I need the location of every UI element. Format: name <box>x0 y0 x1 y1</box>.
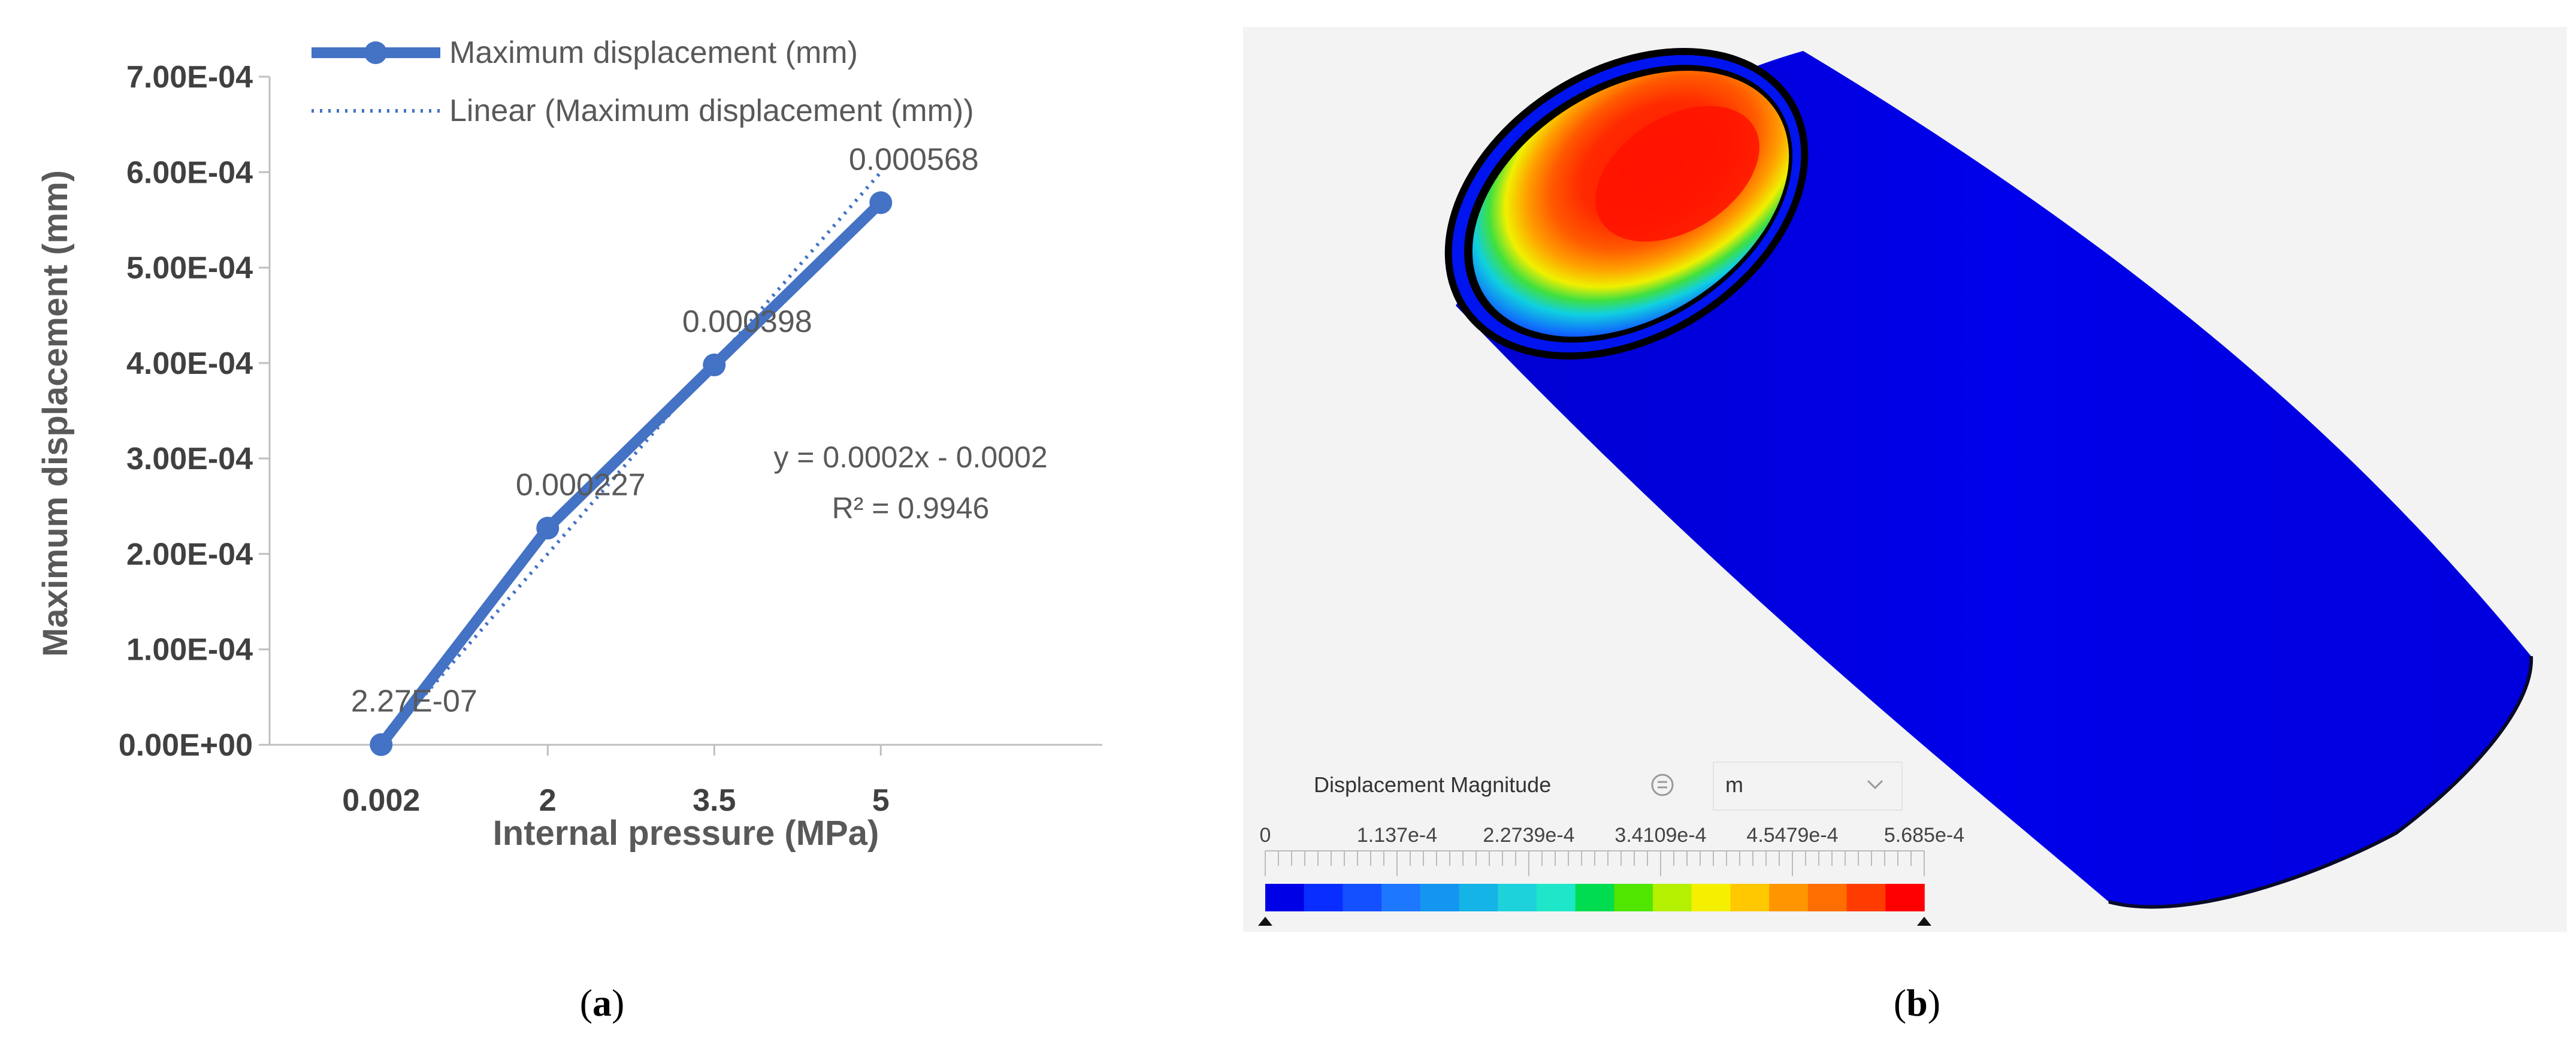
data-label: 0.000227 <box>516 467 646 502</box>
chevron-down-icon <box>1867 780 1883 790</box>
legend-series-marker <box>364 41 387 64</box>
y-tick-label: 5.00E-04 <box>126 251 253 286</box>
y-tick-label: 7.00E-04 <box>126 60 253 95</box>
colorbar-segment <box>1807 884 1848 911</box>
colorbar-segment <box>1769 884 1809 911</box>
caption-b: (b) <box>1894 981 1940 1024</box>
colorbar-segment <box>1265 884 1305 911</box>
colorbar-tick-label: 5.685e-4 <box>1884 824 1964 847</box>
y-axis-ticks: 0.00E+00 1.00E-04 2.00E-04 3.00E-04 4.00E-04… <box>119 60 270 763</box>
colorbar-tick-label: 3.4109e-4 <box>1614 824 1706 847</box>
y-tick-label: 0.00E+00 <box>119 728 253 763</box>
colorbar-segment <box>1885 884 1925 911</box>
pipe-end-rim <box>2108 656 2533 909</box>
y-tick-label: 2.00E-04 <box>126 537 253 572</box>
caption-a-letter: a <box>592 981 612 1024</box>
data-point <box>370 733 393 756</box>
colorbar-segment <box>1381 884 1421 911</box>
caption-a-close: ) <box>612 981 624 1024</box>
colorbar-minor-ticks <box>1265 851 1925 876</box>
displacement-series-line <box>377 198 885 748</box>
data-point <box>536 517 560 540</box>
trend-r-squared: R² = 0.9946 <box>832 491 990 525</box>
colorbar-segment <box>1536 884 1576 911</box>
y-tick-label: 1.00E-04 <box>126 633 253 668</box>
caption-b-open: ( <box>1894 981 1906 1024</box>
colorbar-tick-label: 0 <box>1260 824 1271 847</box>
caption-a-open: ( <box>580 981 592 1024</box>
data-labels: 2.27E-07 0.000227 0.000398 0.000568 <box>351 142 979 718</box>
displacement-points <box>370 191 893 756</box>
colorbar-segment <box>1614 884 1653 911</box>
data-label: 2.27E-07 <box>351 684 477 719</box>
caption-b-letter: b <box>1906 981 1928 1024</box>
colorbar-tick-labels: 0 1.137e-4 2.2739e-4 3.4109e-4 4.5479e-4 5.68… <box>1260 824 1965 847</box>
panel-a-chart: 0.00E+00 1.00E-04 2.00E-04 3.00E-04 4.00E-04… <box>36 35 1102 853</box>
x-tick-label: 5 <box>872 783 890 818</box>
colorbar-segment <box>1575 884 1615 911</box>
x-axis-label: Internal pressure (MPa) <box>493 814 879 853</box>
colorbar-segment <box>1691 884 1731 911</box>
data-point <box>703 354 726 377</box>
colorbar-tick-label: 2.2739e-4 <box>1483 824 1574 847</box>
unit-select-value: m <box>1725 772 1743 797</box>
colorbar-max-handle[interactable] <box>1917 917 1931 926</box>
legend-info-icon[interactable] <box>1651 774 1674 796</box>
colorbar-tick-label: 4.5479e-4 <box>1746 824 1838 847</box>
x-tick-label: 2 <box>539 783 557 818</box>
y-axis-label: Maximum displacement (mm) <box>36 170 75 657</box>
data-point <box>869 191 893 215</box>
colorbar-segment <box>1343 884 1382 911</box>
x-tick-label: 0.002 <box>342 783 420 818</box>
data-label: 0.000398 <box>682 304 812 339</box>
panel-b-simulation: Displacement Magnitude m 0 1.137e-4 2.2739… <box>1243 27 2567 932</box>
y-tick-label: 6.00E-04 <box>126 155 253 190</box>
unit-select[interactable]: m <box>1713 762 1903 811</box>
colorbar-segment <box>1498 884 1537 911</box>
legend-trend-label: Linear (Maximum displacement (mm)) <box>449 93 974 128</box>
trend-equation: y = 0.0002x - 0.0002 <box>773 440 1047 474</box>
x-tick-label: 3.5 <box>693 783 736 818</box>
x-axis-ticks: 0.002 2 3.5 5 <box>342 745 890 818</box>
colorbar-segment <box>1420 884 1460 911</box>
colorbar-segment <box>1730 884 1770 911</box>
pipe-inner-hotspot <box>1595 105 1759 242</box>
legend-title: Displacement Magnitude <box>1314 772 1551 797</box>
legend-series-label: Maximum displacement (mm) <box>449 35 858 70</box>
colorbar-min-handle[interactable] <box>1258 917 1272 926</box>
trendline-series <box>379 171 882 746</box>
result-legend: Displacement Magnitude m 0 1.137e-4 2.2739… <box>1258 762 1964 926</box>
colorbar-tick-label: 1.137e-4 <box>1357 824 1437 847</box>
colorbar-segment <box>1653 884 1692 911</box>
legend: Maximum displacement (mm) Linear (Maximu… <box>312 35 974 128</box>
caption-a: (a) <box>580 981 625 1024</box>
data-label: 0.000568 <box>849 142 979 177</box>
colorbar-segment <box>1304 884 1344 911</box>
colorbar-segment <box>1846 884 1886 911</box>
y-tick-label: 3.00E-04 <box>126 442 253 476</box>
colorbar-segment <box>1459 884 1499 911</box>
y-tick-label: 4.00E-04 <box>126 346 253 381</box>
caption-b-close: ) <box>1928 981 1940 1024</box>
colorbar <box>1265 884 1925 911</box>
